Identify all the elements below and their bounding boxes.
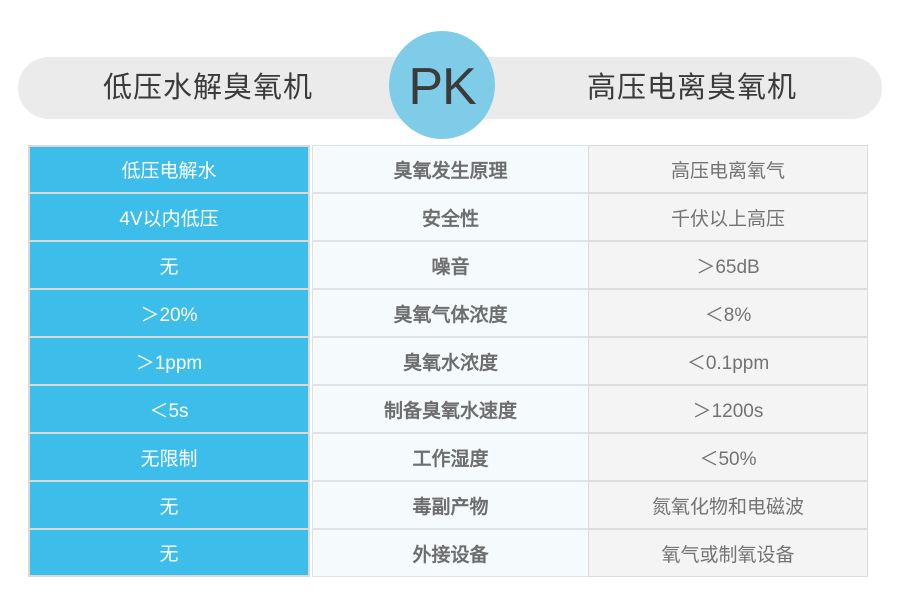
right-product-title: 高压电离臭氧机 [586,72,797,104]
feature-label: 臭氧水浓度 [312,337,588,385]
right-product-value: ＞65dB [588,241,868,289]
right-product-value: 千伏以上高压 [588,193,868,241]
feature-label: 臭氧发生原理 [312,145,588,193]
table-row: ＞20% 臭氧气体浓度 ＜8% [28,289,868,337]
comparison-table: 低压电解水 臭氧发生原理 高压电离氧气 4V以内低压 安全性 千伏以上高压 无 … [28,145,868,577]
left-product-title: 低压水解臭氧机 [102,72,313,104]
table-row: 4V以内低压 安全性 千伏以上高压 [28,193,868,241]
table-row: 低压电解水 臭氧发生原理 高压电离氧气 [28,145,868,193]
table-row: ＞1ppm 臭氧水浓度 ＜0.1ppm [28,337,868,385]
right-product-value: 氮氧化物和电磁波 [588,481,868,529]
right-product-value: ＜0.1ppm [588,337,868,385]
pk-badge: PK [389,31,495,139]
left-product-value: 无限制 [28,433,310,481]
left-product-value: 无 [28,529,310,577]
table-row: ＜5s 制备臭氧水速度 ＞1200s [28,385,868,433]
right-product-value: ＞1200s [588,385,868,433]
left-product-value: ＞20% [28,289,310,337]
table-row: 无 噪音 ＞65dB [28,241,868,289]
feature-label: 毒副产物 [312,481,588,529]
feature-label: 工作湿度 [312,433,588,481]
table-row: 无 外接设备 氧气或制氧设备 [28,529,868,577]
table-row: 无限制 工作湿度 ＜50% [28,433,868,481]
right-product-value: 氧气或制氧设备 [588,529,868,577]
left-product-value: 4V以内低压 [28,193,310,241]
right-product-value: ＜50% [588,433,868,481]
right-product-value: 高压电离氧气 [588,145,868,193]
left-product-value: 低压电解水 [28,145,310,193]
feature-label: 安全性 [312,193,588,241]
feature-label: 噪音 [312,241,588,289]
left-product-value: 无 [28,481,310,529]
left-product-value: ＞1ppm [28,337,310,385]
feature-label: 臭氧气体浓度 [312,289,588,337]
feature-label: 外接设备 [312,529,588,577]
left-product-value: 无 [28,241,310,289]
feature-label: 制备臭氧水速度 [312,385,588,433]
right-product-value: ＜8% [588,289,868,337]
table-row: 无 毒副产物 氮氧化物和电磁波 [28,481,868,529]
pk-badge-label: PK [408,58,476,116]
left-product-value: ＜5s [28,385,310,433]
